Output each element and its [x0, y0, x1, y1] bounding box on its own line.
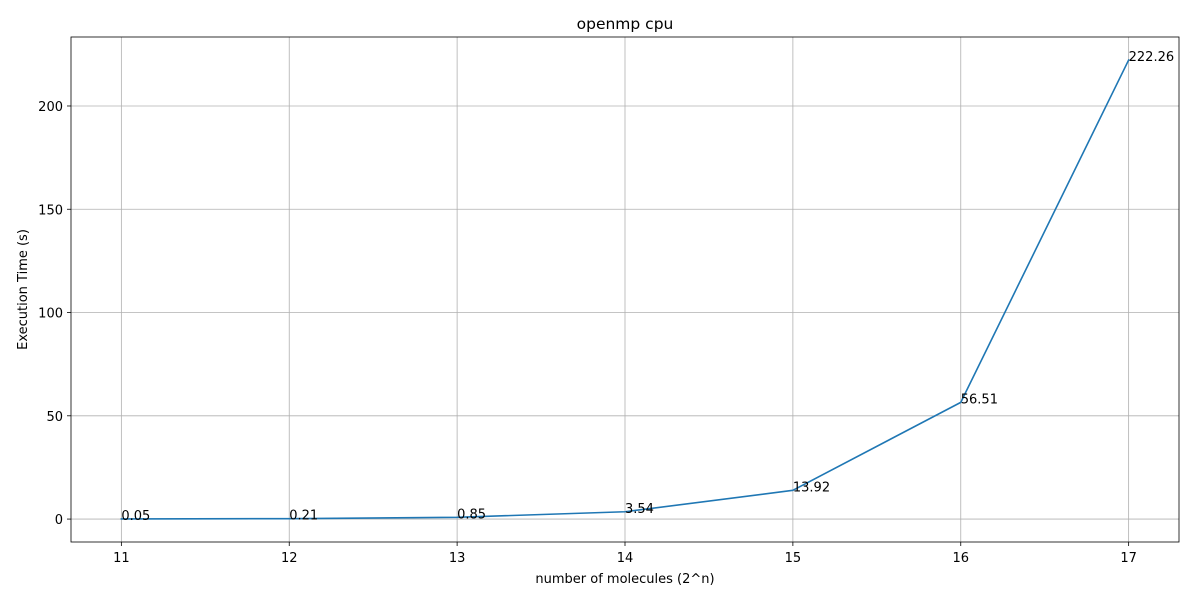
data-label: 222.26	[1129, 50, 1175, 65]
y-tick-label: 100	[38, 307, 63, 322]
data-label: 0.85	[457, 507, 486, 522]
y-tick-label: 200	[38, 100, 63, 115]
series-line	[120, 58, 1130, 520]
x-tick-label: 17	[1120, 551, 1137, 566]
x-axis-title: number of molecules (2^n)	[535, 572, 714, 587]
data-label: 0.05	[121, 509, 150, 524]
data-label: 3.54	[625, 502, 654, 517]
data-label: 13.92	[793, 480, 830, 495]
data-label-layer: 0.05 0.21 0.85 3.54 13.92 56.51 222.26	[121, 50, 1174, 524]
x-tick-label: 16	[952, 551, 969, 566]
chart-title: openmp cpu	[577, 15, 674, 33]
data-label: 0.21	[289, 509, 318, 524]
tick-layer: 11 12 13 14 15 16 17 0 50 100 150 200	[38, 100, 1137, 566]
data-label: 56.51	[961, 392, 998, 407]
x-tick-label: 15	[785, 551, 802, 566]
x-tick-label: 11	[113, 551, 130, 566]
x-tick-label: 12	[281, 551, 298, 566]
grid-layer	[71, 37, 1179, 542]
y-tick-label: 0	[55, 513, 63, 528]
x-tick-label: 14	[617, 551, 634, 566]
y-tick-label: 50	[46, 410, 63, 425]
x-tick-label: 13	[449, 551, 466, 566]
y-axis-title: Execution Time (s)	[16, 229, 31, 350]
y-tick-label: 150	[38, 203, 63, 218]
series-layer	[120, 58, 1130, 520]
